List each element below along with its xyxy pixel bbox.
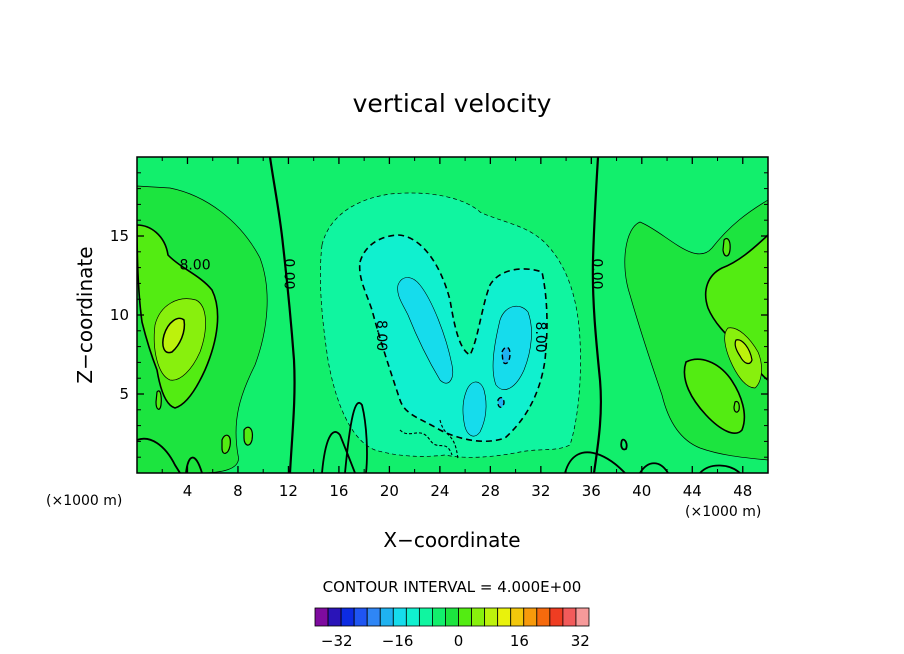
contour-lobe-left-low-c xyxy=(243,426,253,446)
colorbar-swatch xyxy=(445,607,459,627)
x-tick-label: 24 xyxy=(430,482,449,500)
x-tick-label: 12 xyxy=(279,482,298,500)
x-tick-label: 36 xyxy=(582,482,601,500)
y-tick-label: 15 xyxy=(110,227,129,245)
colorbar-tick-label: 32 xyxy=(571,632,590,650)
contour-label: 0.00 xyxy=(589,258,605,289)
colorbar-swatch xyxy=(471,607,486,627)
x-unit-label-left: (×1000 m) xyxy=(46,493,122,509)
contour-interval-text: CONTOUR INTERVAL = 4.000E+00 xyxy=(323,578,582,596)
contour-core-right-plus16 xyxy=(734,339,753,365)
colorbar-swatch xyxy=(536,607,551,627)
contour-core-minus16-a xyxy=(501,346,511,365)
colorbar-swatch xyxy=(405,607,420,627)
colorbar xyxy=(314,607,590,627)
contour-region-right-plus8-b xyxy=(683,358,746,434)
contour-lobe-left-low-a xyxy=(155,390,162,410)
contour-label: 0.00 xyxy=(281,258,297,289)
zero-contour-bottom-right xyxy=(564,438,628,473)
y-tick-label: 10 xyxy=(110,306,129,324)
colorbar-tick-label: 0 xyxy=(454,632,464,650)
contour-label: 8.00 xyxy=(373,320,389,351)
contour-region-minus12-c xyxy=(462,381,487,437)
x-tick-label: 16 xyxy=(329,482,348,500)
y-tick-label: 5 xyxy=(119,385,129,403)
colorbar-swatch xyxy=(484,607,499,627)
colorbar-swatch xyxy=(575,607,590,627)
x-tick-label: 40 xyxy=(632,482,651,500)
colorbar-swatch xyxy=(340,607,355,627)
contour-lobe-left-low-b xyxy=(221,434,231,454)
contour-region-minus12-a xyxy=(397,277,453,384)
chart-title: vertical velocity xyxy=(353,89,552,118)
x-tick-label: 20 xyxy=(380,482,399,500)
colorbar-tick-label: −16 xyxy=(382,632,414,650)
colorbar-swatch xyxy=(353,607,368,627)
x-tick-label: 48 xyxy=(733,482,752,500)
contour-label: 8.00 xyxy=(532,322,548,353)
x-tick-label: 32 xyxy=(531,482,550,500)
x-tick-label: 44 xyxy=(683,482,702,500)
zero-contour-bottom-left xyxy=(137,437,203,473)
dashed-lower-mid xyxy=(399,419,459,461)
colorbar-tick-label: 16 xyxy=(510,632,529,650)
colorbar-swatch xyxy=(392,607,407,627)
x-tick-label: 4 xyxy=(183,482,193,500)
x-tick-label: 28 xyxy=(481,482,500,500)
x-tick-label: 8 xyxy=(233,482,243,500)
colorbar-swatch xyxy=(549,607,564,627)
colorbar-tick-label: −32 xyxy=(321,632,353,650)
colorbar-swatch xyxy=(523,607,538,627)
colorbar-swatch xyxy=(562,607,577,627)
colorbar-tick-labels: −32 −16 0 16 32 xyxy=(321,632,590,650)
x-axis-ticks: 4 8 12 16 20 24 28 32 36 40 44 48 xyxy=(161,157,752,500)
y-axis-ticks: 5 10 15 xyxy=(110,172,768,458)
contour-core-left-plus16 xyxy=(162,317,186,354)
colorbar-swatch xyxy=(327,607,342,627)
zero-contour-right xyxy=(591,157,603,473)
contour-lobe-right-b xyxy=(733,400,740,413)
colorbar-swatch xyxy=(432,607,446,627)
contour-label: 8.00 xyxy=(179,257,210,273)
zero-contour-left xyxy=(268,157,296,473)
y-axis-label: Z−coordinate xyxy=(73,246,97,383)
colorbar-swatch xyxy=(379,607,394,627)
colorbar-swatch xyxy=(418,607,433,627)
contour-labels: 8.00 0.00 8.00 8.00 0.00 xyxy=(179,257,604,352)
x-axis-label: X−coordinate xyxy=(383,528,520,552)
contour-core-minus16-b xyxy=(497,396,505,408)
x-unit-label-right: (×1000 m) xyxy=(685,504,761,520)
colorbar-swatch xyxy=(458,607,472,627)
contour-lobe-right-a xyxy=(722,237,731,257)
zero-contour-bottom-mid xyxy=(321,402,368,473)
contour-region-minus12-b xyxy=(492,305,532,390)
colorbar-swatch xyxy=(314,607,329,627)
colorbar-swatch xyxy=(497,607,512,627)
colorbar-swatch xyxy=(366,607,381,627)
colorbar-swatch xyxy=(510,607,525,627)
plot-area xyxy=(137,157,768,473)
